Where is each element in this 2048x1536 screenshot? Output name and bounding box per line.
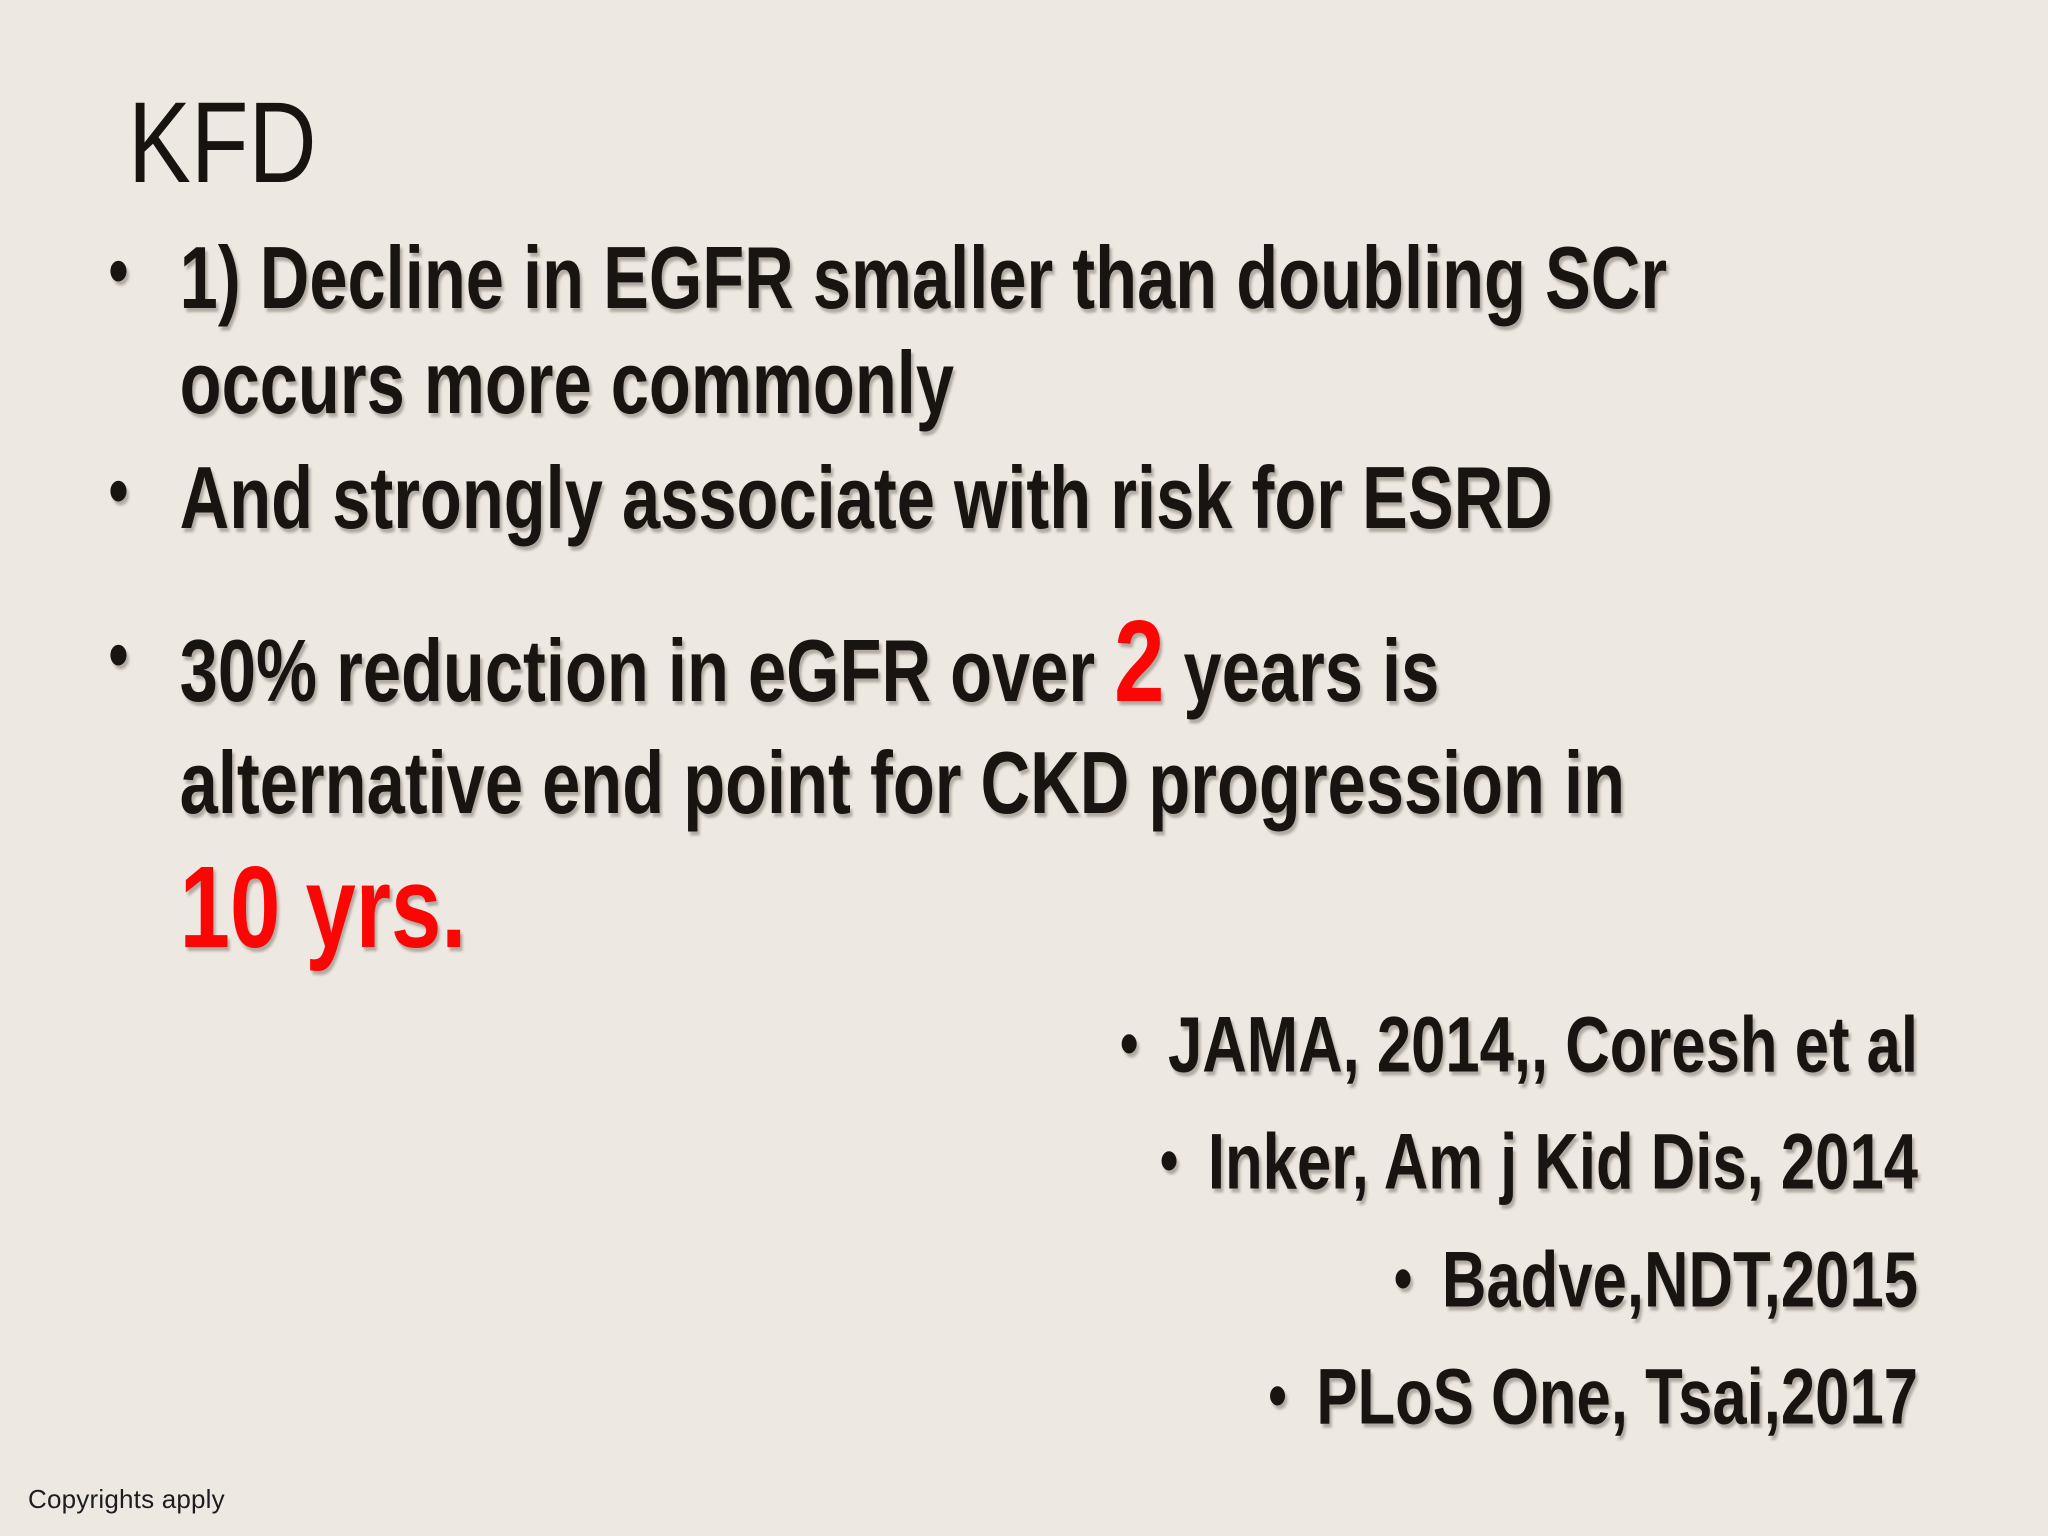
bullet-dot-icon: • [108, 231, 129, 311]
citation-2-text: Inker, Am j Kid Dis, 2014 [1207, 1116, 1918, 1206]
bullet-dot-icon: • [108, 451, 129, 531]
bullet-dot-icon: • [108, 615, 129, 695]
citation-list: • JAMA, 2014,, Coresh et al • Inker, Am j … [670, 985, 1918, 1454]
bullet-3-text: 30% reduction in eGFR over 2 years is al… [179, 603, 1976, 973]
bullet-dot-icon: • [1268, 1358, 1287, 1434]
bullet-2-line-1: And strongly associate with risk for ESR… [179, 448, 1553, 547]
bullet-1-line-1: 1) Decline in EGFR smaller than doubling… [179, 228, 1668, 327]
bullet-dot-icon: • [1393, 1240, 1413, 1316]
bullet-3-line-1-before: 30% reduction in eGFR over [179, 621, 1115, 720]
citation-3-text: Badve,NDT,2015 [1441, 1234, 1918, 1324]
bullet-3-emphasis-10yrs: 10 yrs. [179, 842, 467, 972]
bullet-3-line-3: 10 yrs. [180, 849, 1976, 973]
bullet-3-line-1: 30% reduction in eGFR over 2 years is [179, 603, 1976, 727]
bullet-dot-icon: • [1120, 1006, 1139, 1081]
slide-title: KFD [128, 79, 317, 207]
citation-1-text: JAMA, 2014,, Coresh et al [1167, 999, 1918, 1089]
bullet-1-text: 1) Decline in EGFR smaller than doubling… [180, 225, 1976, 435]
bullet-dot-icon: • [1159, 1123, 1179, 1199]
bullet-item-2: • And strongly associate with risk for E… [104, 445, 1976, 550]
bullet-1-line-2: occurs more commonly [179, 333, 955, 432]
citation-item-3: • Badve,NDT,2015 [670, 1220, 1918, 1337]
citation-4-text: PLoS One, Tsai,2017 [1316, 1351, 1918, 1441]
bullet-3-emphasis-2: 2 [1114, 596, 1165, 726]
copyright-notice: Copyrights apply [28, 1484, 225, 1514]
citation-item-2: • Inker, Am j Kid Dis, 2014 [670, 1102, 1918, 1219]
citation-item-1: • JAMA, 2014,, Coresh et al [670, 985, 1918, 1102]
bullet-item-1: • 1) Decline in EGFR smaller than doubli… [104, 225, 1976, 435]
bullet-list: • 1) Decline in EGFR smaller than doubli… [104, 225, 1976, 973]
bullet-3-line-1-after: years is [1164, 621, 1440, 720]
bullet-item-3: • 30% reduction in eGFR over 2 years is … [104, 603, 1976, 973]
bullet-3-line-2: alternative end point for CKD progressio… [179, 733, 1626, 832]
bullet-2-text: And strongly associate with risk for ESR… [180, 445, 1976, 550]
citation-item-4: • PLoS One, Tsai,2017 [670, 1337, 1918, 1454]
